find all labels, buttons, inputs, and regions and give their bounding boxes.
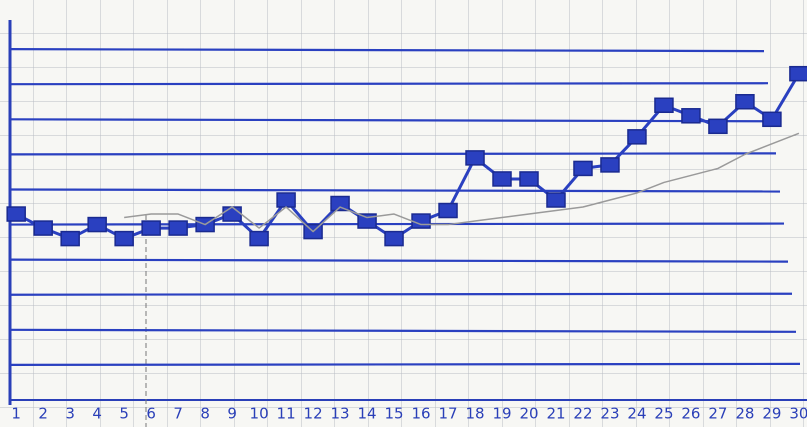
point-marker	[142, 221, 160, 235]
point-marker	[331, 197, 349, 211]
point-marker	[61, 232, 79, 246]
x-tick-label: 20	[519, 405, 538, 423]
x-tick-label: 8	[200, 405, 210, 423]
point-marker	[88, 218, 106, 232]
x-tick-label: 27	[708, 405, 727, 423]
point-marker	[709, 119, 727, 133]
point-marker	[169, 221, 187, 235]
point-marker	[547, 193, 565, 207]
x-tick-label: 28	[735, 405, 754, 423]
point-marker	[682, 109, 700, 123]
point-marker	[223, 207, 241, 221]
chart: 1234567891011121314151617181920212223242…	[0, 0, 807, 427]
point-marker	[763, 112, 781, 126]
x-tick-label: 1	[11, 405, 21, 423]
x-tick-label: 13	[331, 405, 350, 423]
x-tick-label: 12	[304, 405, 323, 423]
point-marker	[574, 161, 592, 175]
grid-line	[10, 224, 784, 225]
x-tick-label: 14	[358, 405, 377, 423]
point-marker	[790, 67, 807, 81]
point-marker	[520, 172, 538, 186]
x-tick-label: 29	[762, 405, 781, 423]
x-tick-label: 7	[173, 405, 183, 423]
point-marker	[466, 151, 484, 165]
point-marker	[34, 221, 52, 235]
grid-line	[10, 364, 800, 365]
point-marker	[277, 193, 295, 207]
point-marker	[250, 232, 268, 246]
point-marker	[385, 232, 403, 246]
x-tick-label: 30	[789, 405, 807, 423]
x-tick-label: 3	[65, 405, 75, 423]
point-marker	[736, 95, 754, 109]
point-marker	[655, 98, 673, 112]
x-tick-label: 24	[627, 405, 646, 423]
grid-line	[10, 153, 776, 154]
x-tick-label: 2	[38, 405, 48, 423]
page: {"chart_data": {"type": "line", "x": [1,…	[0, 0, 807, 427]
grid-line	[10, 83, 768, 84]
point-marker	[7, 207, 25, 221]
x-tick-label: 9	[227, 405, 237, 423]
x-tick-label: 25	[654, 405, 673, 423]
x-tick-label: 21	[546, 405, 565, 423]
x-tick-label: 11	[277, 405, 296, 423]
x-tick-label: 22	[573, 405, 592, 423]
graph-paper	[0, 0, 807, 427]
point-marker	[412, 214, 430, 228]
x-tick-label: 18	[465, 405, 484, 423]
point-marker	[628, 130, 646, 144]
x-tick-label: 26	[681, 405, 700, 423]
x-tick-label: 10	[250, 405, 269, 423]
x-tick-label: 15	[385, 405, 404, 423]
point-marker	[115, 232, 133, 246]
point-marker	[601, 158, 619, 172]
point-marker	[439, 204, 457, 218]
x-tick-label: 4	[92, 405, 102, 423]
grid-line	[10, 294, 792, 295]
x-tick-label: 23	[600, 405, 619, 423]
x-tick-label: 5	[119, 405, 129, 423]
x-tick-label: 16	[411, 405, 430, 423]
point-marker	[493, 172, 511, 186]
x-tick-label: 17	[438, 405, 457, 423]
x-tick-label: 6	[146, 405, 156, 423]
x-tick-label: 19	[492, 405, 511, 423]
